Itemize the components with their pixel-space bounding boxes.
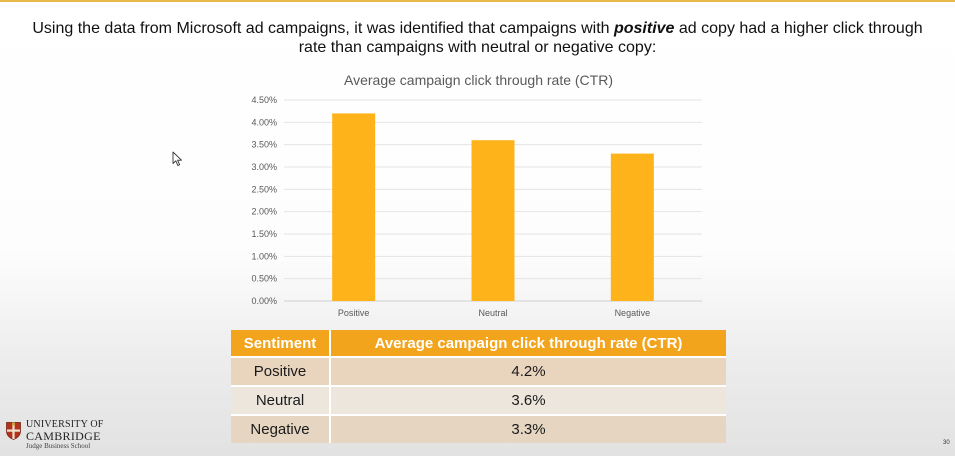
mouse-pointer-icon [172,151,182,166]
y-tick-label: 3.50% [251,140,277,150]
y-tick-label: 1.00% [251,251,277,261]
y-tick-label: 0.00% [251,296,277,306]
y-tick-label: 0.50% [251,274,277,284]
logo-line-university: UNIVERSITY OF [26,419,104,430]
table-header-ctr: Average campaign click through rate (CTR… [330,330,726,357]
table-header-sentiment: Sentiment [231,330,331,357]
y-tick-label: 3.00% [251,162,277,172]
top-accent-line [0,0,955,2]
table-cell-ctr: 3.3% [330,414,726,443]
cambridge-shield-icon [6,422,21,440]
table-cell-ctr: 3.6% [330,385,726,415]
y-tick-label: 4.50% [251,95,277,105]
ctr-table: Sentiment Average campaign click through… [231,330,726,443]
bar [471,140,515,301]
table-cell-sentiment: Positive [231,356,331,386]
x-category-label: Positive [338,308,370,318]
y-tick-label: 2.50% [251,184,277,194]
bar [332,113,376,302]
bar [610,153,654,301]
table-row: Positive 4.2% [231,356,726,386]
x-category-label: Negative [615,308,651,318]
x-category-label: Neutral [478,308,507,318]
headline-text-end: ad copy had a higher click through rate … [298,20,923,56]
logo-line-cambridge: CAMBRIDGE [26,429,101,443]
ctr-bar-chart: 0.00% 0.50% 1.00% 1.50% 2.00% 2.50% 3.00% 3.50%… [251,95,702,318]
table-cell-sentiment: Negative [231,414,331,443]
headline-text-start: Using the data from Microsoft ad campaig… [32,20,614,37]
slide-headline: Using the data from Microsoft ad campaig… [30,19,925,57]
logo-line-school: Judge Business School [26,442,91,450]
y-tick-label: 4.00% [251,117,277,127]
table-row: Neutral 3.6% [231,385,726,415]
table-row: Negative 3.3% [231,414,726,443]
page-number: 30 [943,440,950,446]
cambridge-judge-logo: UNIVERSITY OF CAMBRIDGE Judge Business S… [6,419,116,450]
y-tick-label: 1.50% [251,229,277,239]
table-cell-ctr: 4.2% [330,356,726,386]
table-cell-sentiment: Neutral [231,385,331,415]
table-header-row: Sentiment Average campaign click through… [231,330,726,357]
chart-title: Average campaign click through rate (CTR… [344,72,613,88]
headline-emphasis: positive [613,20,675,37]
y-tick-label: 2.00% [251,207,277,217]
